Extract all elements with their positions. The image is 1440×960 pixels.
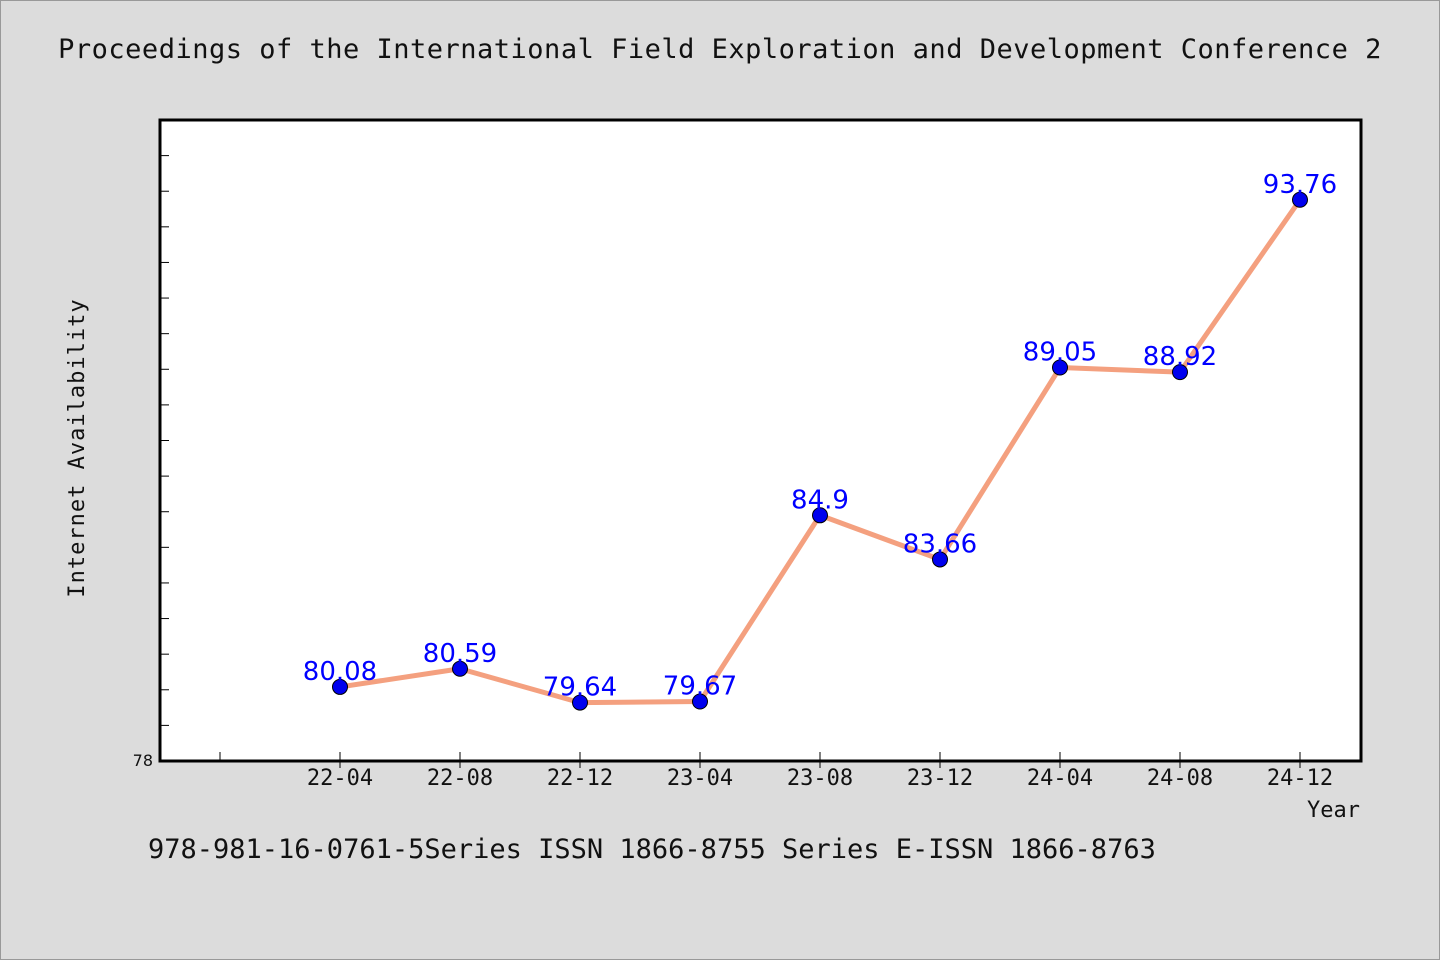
y-axis-ticks	[160, 155, 169, 726]
data-label: 80.08	[303, 657, 377, 687]
data-point	[1052, 359, 1068, 376]
data-label: 89.05	[1023, 337, 1097, 367]
data-point	[692, 693, 708, 710]
x-tick-label: 22-12	[547, 766, 613, 791]
x-axis-ticks	[219, 752, 1301, 768]
y-tick-label-min: 78	[133, 751, 153, 770]
x-tick-label: 23-04	[667, 766, 733, 791]
x-tick-label: 24-08	[1147, 766, 1213, 791]
data-label: 88.92	[1143, 342, 1217, 372]
y-axis-label: Internet Availability	[65, 298, 90, 597]
data-label: 79.64	[543, 673, 617, 703]
data-point	[332, 678, 348, 695]
data-labels: 80.08 80.59 79.64 79.67 84.9 83.66 89.05 88.92 9…	[303, 170, 1337, 703]
data-points	[332, 191, 1308, 711]
data-point	[932, 551, 948, 568]
x-tick-label: 23-12	[907, 766, 973, 791]
data-point	[812, 507, 828, 524]
x-tick-label: 24-12	[1267, 766, 1333, 791]
x-axis-tick-labels: 22-04 22-08 22-12 23-04 23-08 23-12 24-04 24-08…	[307, 766, 1333, 791]
data-label: 83.66	[903, 529, 977, 559]
data-point	[1172, 364, 1188, 381]
data-label: 84.9	[791, 485, 849, 515]
x-tick-label: 22-04	[307, 766, 373, 791]
data-point	[1292, 191, 1308, 208]
isbn-issn-footer: 978-981-16-0761-5Series ISSN 1866-8755 S…	[148, 834, 1156, 865]
chart-title: Proceedings of the International Field E…	[58, 34, 1382, 65]
x-axis-label: Year	[1307, 798, 1360, 823]
x-tick-label: 23-08	[787, 766, 853, 791]
data-point	[572, 694, 588, 711]
data-label: 79.67	[663, 672, 737, 702]
x-tick-label: 24-04	[1027, 766, 1093, 791]
plot-area	[158, 118, 1363, 763]
x-tick-label: 22-08	[427, 766, 493, 791]
data-label: 93.76	[1263, 170, 1337, 200]
data-point	[452, 660, 468, 677]
data-label: 80.59	[423, 639, 497, 669]
